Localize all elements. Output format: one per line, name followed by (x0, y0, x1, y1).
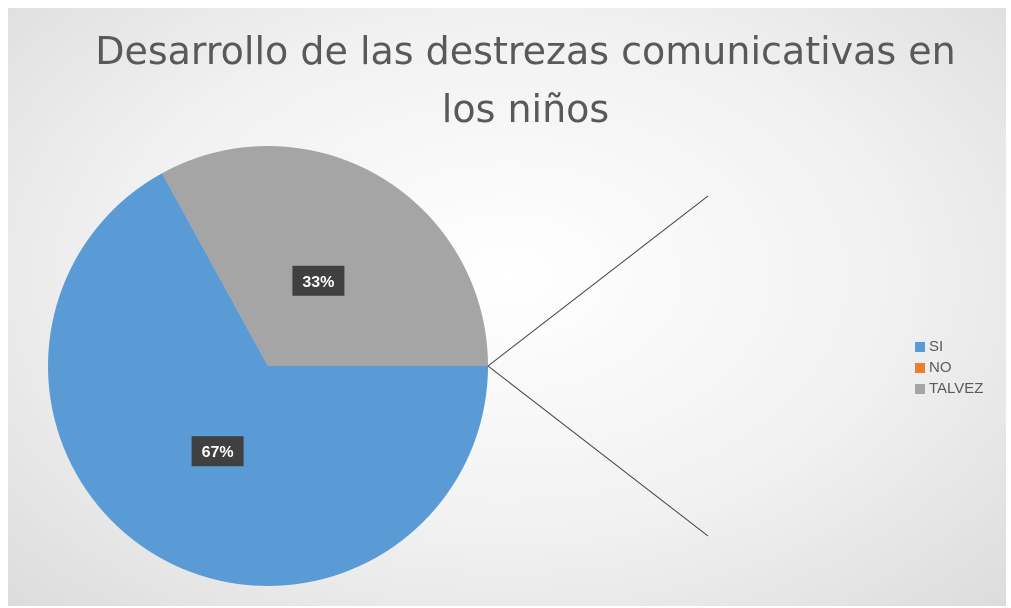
slice-si (47, 173, 489, 586)
data-label-si-box (191, 436, 244, 467)
connector-line-top (487, 195, 709, 367)
legend-item-talvez: TALVEZ (915, 378, 983, 399)
data-label-talvez-text: 33% (302, 274, 334, 291)
legend-item-si: SI (915, 336, 983, 357)
connector-line-bottom (487, 365, 709, 537)
data-label-talvez-box (292, 265, 345, 296)
slice-talvez (162, 146, 488, 366)
legend-swatch-si (915, 341, 925, 352)
legend-label-si: SI (929, 338, 944, 355)
legend-item-no: NO (915, 357, 983, 378)
legend-swatch-talvez (915, 383, 925, 394)
legend: SI NO TALVEZ (915, 336, 983, 399)
pie-chart: 67% 33% (47, 146, 709, 586)
legend-label-no: NO (929, 359, 952, 376)
legend-label-talvez: TALVEZ (929, 380, 984, 397)
chart-title-line-1: Desarrollo de las destrezas comunicativa… (95, 29, 956, 73)
data-label-talvez: 33% (292, 265, 345, 296)
chart-title-line-2: los niños (441, 87, 610, 131)
chart-title: Desarrollo de las destrezas comunicativa… (8, 22, 1006, 138)
data-label-si-text: 67% (202, 444, 234, 461)
data-label-si: 67% (191, 436, 244, 467)
chart-area: Desarrollo de las destrezas comunicativa… (8, 8, 1006, 606)
legend-swatch-no (915, 362, 925, 373)
